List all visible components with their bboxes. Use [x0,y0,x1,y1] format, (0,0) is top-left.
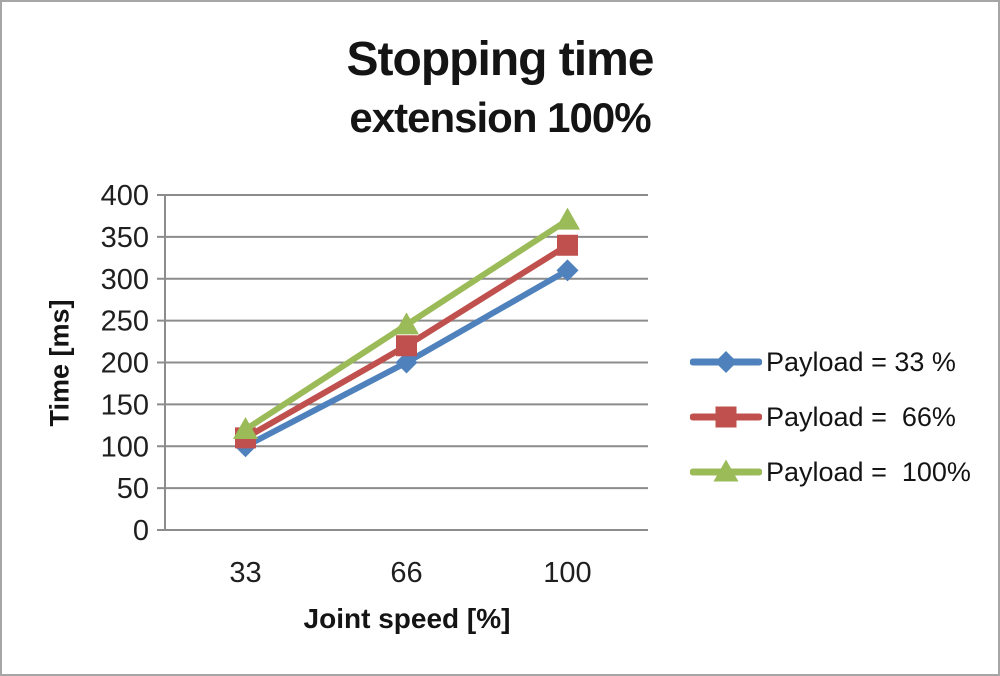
legend-key [690,459,762,482]
data-point-marker [233,417,258,439]
y-tick-label: 150 [101,389,149,421]
data-point-marker [713,459,739,482]
y-tick-label: 100 [101,431,149,463]
legend-label: Payload = 33 % [766,346,956,377]
data-point-marker [394,312,419,335]
x-tick-label: 100 [543,557,591,589]
x-tick-label: 33 [229,557,261,589]
y-tick-label: 0 [133,515,149,547]
y-tick-label: 350 [101,222,149,254]
data-point-marker [715,406,737,428]
legend-key [690,351,762,373]
data-point-marker [396,335,417,357]
y-tick-label: 200 [101,348,149,380]
chart-subtitle: extension 100% [349,94,651,141]
legend: Payload = 33 % Payload = 66% Payload = 100… [690,345,971,489]
y-tick-label: 400 [101,180,149,212]
chart-title: Stopping time [346,33,655,86]
data-point-marker [556,259,579,282]
legend-label: Payload = 66% [766,401,956,432]
legend-key [690,406,762,428]
data-point-marker [395,351,418,374]
y-tick-label: 50 [117,473,149,505]
data-point-marker [715,351,737,373]
y-tick-label: 300 [101,264,149,296]
x-tick-label: 66 [390,557,422,589]
legend-label: Payload = 100% [766,456,971,487]
data-point-marker [555,207,580,230]
legend-item: Payload = 33 % [690,345,971,379]
legend-item: Payload = 100% [690,455,971,489]
data-point-marker [557,234,578,256]
y-tick-label: 250 [101,306,149,338]
x-axis-title: Joint speed [%] [303,603,511,634]
legend-item: Payload = 66% [690,400,971,434]
